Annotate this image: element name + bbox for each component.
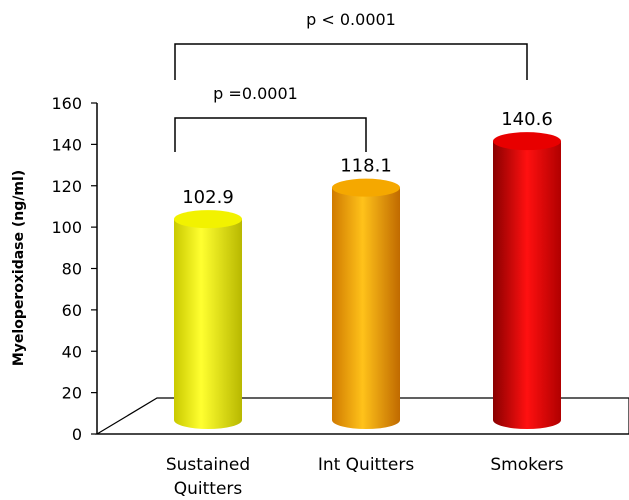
bar-top bbox=[332, 179, 400, 197]
bar-top bbox=[174, 210, 242, 228]
bar-value-label: 140.6 bbox=[501, 109, 553, 130]
significance-bracket bbox=[175, 118, 366, 152]
category-label: Int Quitters bbox=[318, 455, 415, 475]
bar-value-label: 118.1 bbox=[340, 156, 392, 177]
p-value-label: p < 0.0001 bbox=[306, 10, 396, 29]
y-tick-label: 120 bbox=[51, 177, 82, 196]
significance-bracket bbox=[175, 44, 527, 80]
y-tick-label: 40 bbox=[62, 342, 82, 361]
y-tick-label: 0 bbox=[72, 425, 82, 444]
bar-value-label: 102.9 bbox=[182, 187, 234, 208]
category-label: Quitters bbox=[174, 479, 243, 499]
y-tick-label: 140 bbox=[51, 135, 82, 154]
bar bbox=[332, 179, 400, 429]
category-label: Smokers bbox=[490, 455, 563, 475]
bar-top bbox=[493, 132, 561, 150]
p-value-label: p =0.0001 bbox=[213, 84, 298, 103]
y-tick-label: 80 bbox=[62, 260, 82, 279]
category-label: Sustained bbox=[166, 455, 250, 475]
y-tick-label: 60 bbox=[62, 301, 82, 320]
y-tick-label: 100 bbox=[51, 218, 82, 237]
y-tick-label: 160 bbox=[51, 94, 82, 113]
y-axis-label: Myeloperoxidase (ng/ml) bbox=[11, 170, 27, 366]
bar bbox=[174, 210, 242, 429]
y-tick-label: 20 bbox=[62, 384, 82, 403]
bar bbox=[493, 132, 561, 429]
